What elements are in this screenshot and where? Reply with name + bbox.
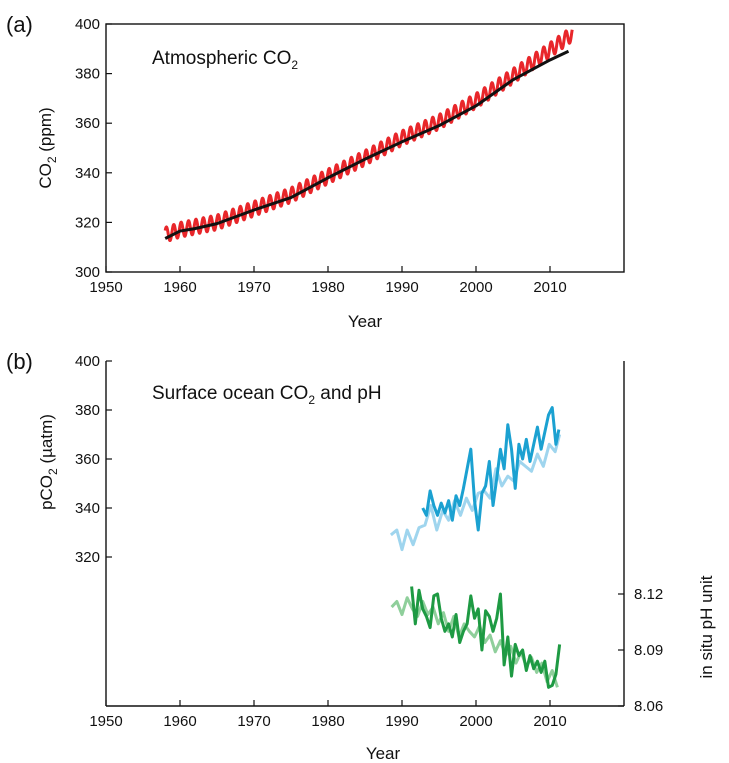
panel-a-y-tick-label: 400: [75, 16, 100, 33]
panel-b-series: [389, 406, 562, 689]
panel-a-y-tick-label: 340: [75, 165, 100, 182]
panel-b-left-y-tick-label: 340: [75, 500, 100, 517]
panel-a-y-tick-label: 380: [75, 66, 100, 83]
panel-b-left-y-tick-label: 380: [75, 402, 100, 419]
panel-a-x-tick-label: 1970: [237, 279, 270, 296]
panel-b-x-axis-title: Year: [366, 744, 401, 763]
panel-b-x-tick-label: 1960: [163, 713, 196, 730]
panel-b-right-y-tick-label: 8.06: [634, 698, 663, 715]
panel-b-right-y-axis: 8.06 8.09 8.12: [618, 586, 663, 715]
panel-b-x-tick-label: 2010: [533, 713, 566, 730]
panel-b-left-y-tick-label: 400: [75, 353, 100, 370]
panel-a-y-tick-label: 360: [75, 115, 100, 132]
panel-b-x-tick-label: 1990: [385, 713, 418, 730]
panel-a-plot-frame: [105, 23, 625, 273]
panel-b-x-tick-label: 1980: [311, 713, 344, 730]
panel-a-x-tick-label: 2000: [459, 279, 492, 296]
panel-b-ph-dark: [410, 586, 562, 689]
panel-a-atmospheric-co2: (a) Atmospheric CO2 300 320 340 360 380 400 1…: [6, 12, 625, 331]
panel-a-x-tick-label: 2010: [533, 279, 566, 296]
panel-b-left-y-axis-title: pCO2 (µatm): [37, 414, 60, 510]
panel-a-x-tick-label: 1950: [89, 279, 122, 296]
panel-b-x-axis: 1950 1960 1970 1980 1990 2000 2010: [89, 700, 567, 730]
panel-a-title: Atmospheric CO2: [152, 48, 298, 72]
panel-a-y-axis: 300 320 340 360 380 400: [75, 16, 112, 281]
panel-a-y-axis-title: CO2 (ppm): [36, 107, 59, 188]
panel-b-x-tick-label: 1950: [89, 713, 122, 730]
panel-b-right-y-tick-label: 8.09: [634, 642, 663, 659]
panel-b-x-tick-label: 2000: [459, 713, 492, 730]
panel-a-y-tick-label: 320: [75, 214, 100, 231]
panel-b-left-y-tick-label: 320: [75, 549, 100, 566]
panel-a-series-black: [164, 49, 570, 240]
panel-a-x-axis-title: Year: [348, 312, 383, 331]
panel-b-surface-ocean: (b) Surface ocean CO2 and pH 320 340 360 38…: [6, 349, 716, 763]
panel-a-label: (a): [6, 12, 33, 37]
panel-a-x-axis: 1950 1960 1970 1980 1990 2000 2010: [89, 266, 567, 296]
panel-a-x-tick-label: 1960: [163, 279, 196, 296]
panel-b-left-y-tick-label: 360: [75, 451, 100, 468]
panel-a-series: [163, 29, 574, 243]
panel-a-x-tick-label: 1980: [311, 279, 344, 296]
panel-a-x-tick-label: 1990: [385, 279, 418, 296]
panel-b-pco2-dark: [421, 406, 561, 532]
panel-b-right-y-tick-label: 8.12: [634, 586, 663, 603]
panel-b-x-tick-label: 1970: [237, 713, 270, 730]
panel-a-y-tick-label: 300: [75, 264, 100, 281]
panel-b-title: Surface ocean CO2 and pH: [152, 383, 382, 407]
panel-b-right-y-axis-title: in situ pH unit: [697, 575, 716, 678]
panel-b-left-y-axis: 320 340 360 380 400: [75, 353, 112, 566]
panel-b-label: (b): [6, 349, 33, 374]
